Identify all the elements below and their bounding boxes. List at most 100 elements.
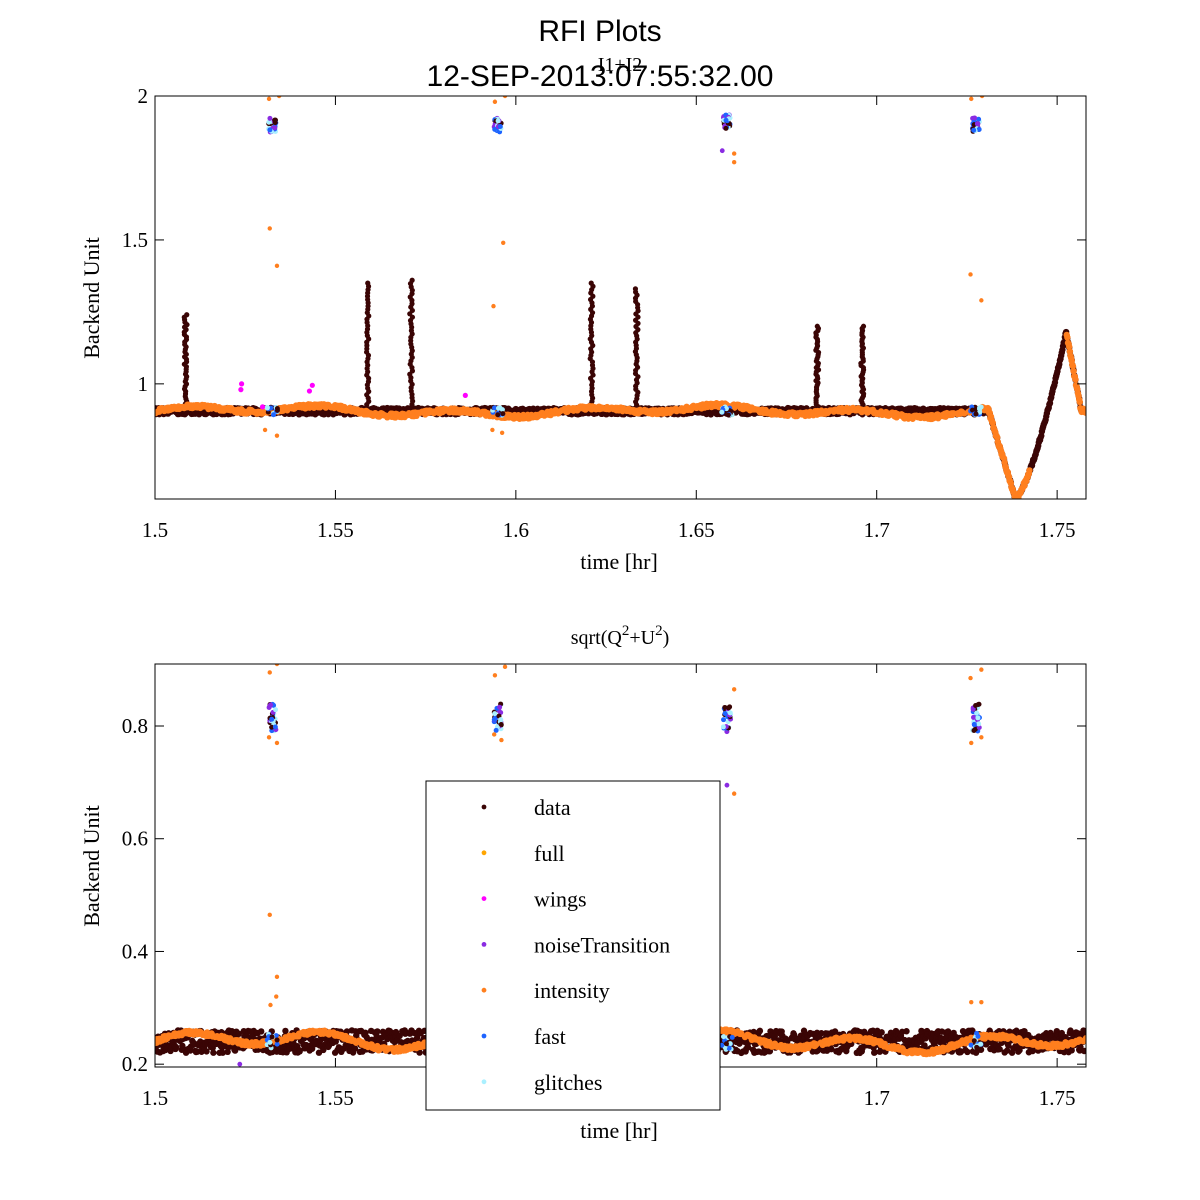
intensity-outlier [490,427,495,433]
intensity-outlier [262,427,268,433]
noise-point [719,148,725,154]
intensity-outlier [969,96,974,102]
pol-title-part2: +U [629,627,655,649]
cal-point [492,126,498,132]
cal-base-point [500,411,506,417]
cal-point [976,126,982,132]
data-point [351,1045,359,1052]
data-point [374,1028,381,1035]
wings-point [309,382,315,388]
cal-point [723,117,729,123]
cal-point [495,118,501,124]
wings-point [306,388,313,394]
intensity-outlier [492,99,498,104]
series-intensity [155,331,1086,499]
spike-point [184,312,190,318]
data-point [1077,1043,1084,1051]
cal-point [974,121,980,127]
intensity-point [1072,376,1079,383]
data-point [903,1028,910,1035]
spike-point [409,277,415,283]
figure-subtitle: 12-SEP-2013:07:55:32.00 [427,60,774,93]
intensity-outlier [267,226,272,231]
cal-point [976,116,982,122]
cal-point [267,115,273,121]
intensity-point [1064,334,1071,341]
cal-base-point [271,412,277,418]
cal-base-point [725,412,731,418]
cal-point [266,119,272,125]
x-tick-label: 1.6 [503,518,529,542]
spike-point [588,280,594,286]
data-point [258,1028,265,1035]
data-point [416,1049,423,1056]
x-tick-label: 1.65 [678,518,715,542]
intensity-outlier [274,263,280,269]
intensity-outlier [979,96,985,99]
cal-base-point [495,412,501,418]
pol-title-sup1: 2 [622,623,630,639]
data-point [1029,1047,1036,1055]
intensity-outlier [731,160,737,165]
data-point [1058,1029,1065,1037]
spike-point [860,323,867,329]
cal-base-point [978,404,984,410]
data-point [831,1028,839,1035]
pol-title-part3: ) [663,627,670,649]
cal-base-point [492,405,498,411]
intensity-outlier [491,303,496,309]
cal-base-point [970,407,976,413]
cal-base-point [973,411,979,417]
intensity-point [1070,367,1077,375]
cal-base-point [719,409,725,415]
intensity-point [1082,409,1086,416]
pol-title-part1: sqrt(Q [571,627,623,649]
data-point [1013,1027,1020,1034]
intensity-outlier [979,298,984,303]
x-tick-label: 1.5 [142,518,168,542]
panel-intensity-plot-area [155,96,1086,499]
intensity-outlier [731,151,737,156]
data-point [1016,1046,1023,1054]
data-point [224,1048,231,1056]
data-point [203,1048,210,1055]
data-point [231,1047,239,1054]
cal-point [723,125,729,131]
wings-point [239,381,245,387]
intensity-point [1066,343,1073,350]
data-point [172,1043,180,1051]
series-flags [238,96,985,438]
panel-intensity-title: I1+I2 [598,54,643,76]
data-point [210,1049,217,1056]
data-point [878,1029,885,1036]
data-point [282,1027,289,1035]
intensity-point [1076,398,1083,406]
spike-point [814,323,820,329]
y-tick-label: 1.5 [122,228,148,252]
data-point [219,1049,226,1056]
cal-base-point [495,405,501,411]
intensity-outlier [502,96,508,99]
spike-point [365,280,371,286]
data-point [756,1027,764,1035]
data-point [828,1045,835,1053]
cal-point [272,120,278,126]
figure-title: RFI Plots [538,15,661,48]
intensity-outlier [499,430,505,435]
cal-point [971,127,977,133]
wings-point [462,392,468,398]
data-point [1067,1027,1074,1034]
intensity-point [1069,362,1077,370]
cal-base-point [264,405,270,411]
x-tick-label: 1.7 [864,518,890,542]
data-point [1003,1047,1011,1054]
cal-point [972,115,978,121]
wings-point [238,387,244,393]
intensity-outlier [266,96,272,102]
data-point [964,1048,971,1056]
cal-base-point [977,409,983,415]
intensity-outlier [276,96,282,99]
data-point [744,1044,752,1051]
